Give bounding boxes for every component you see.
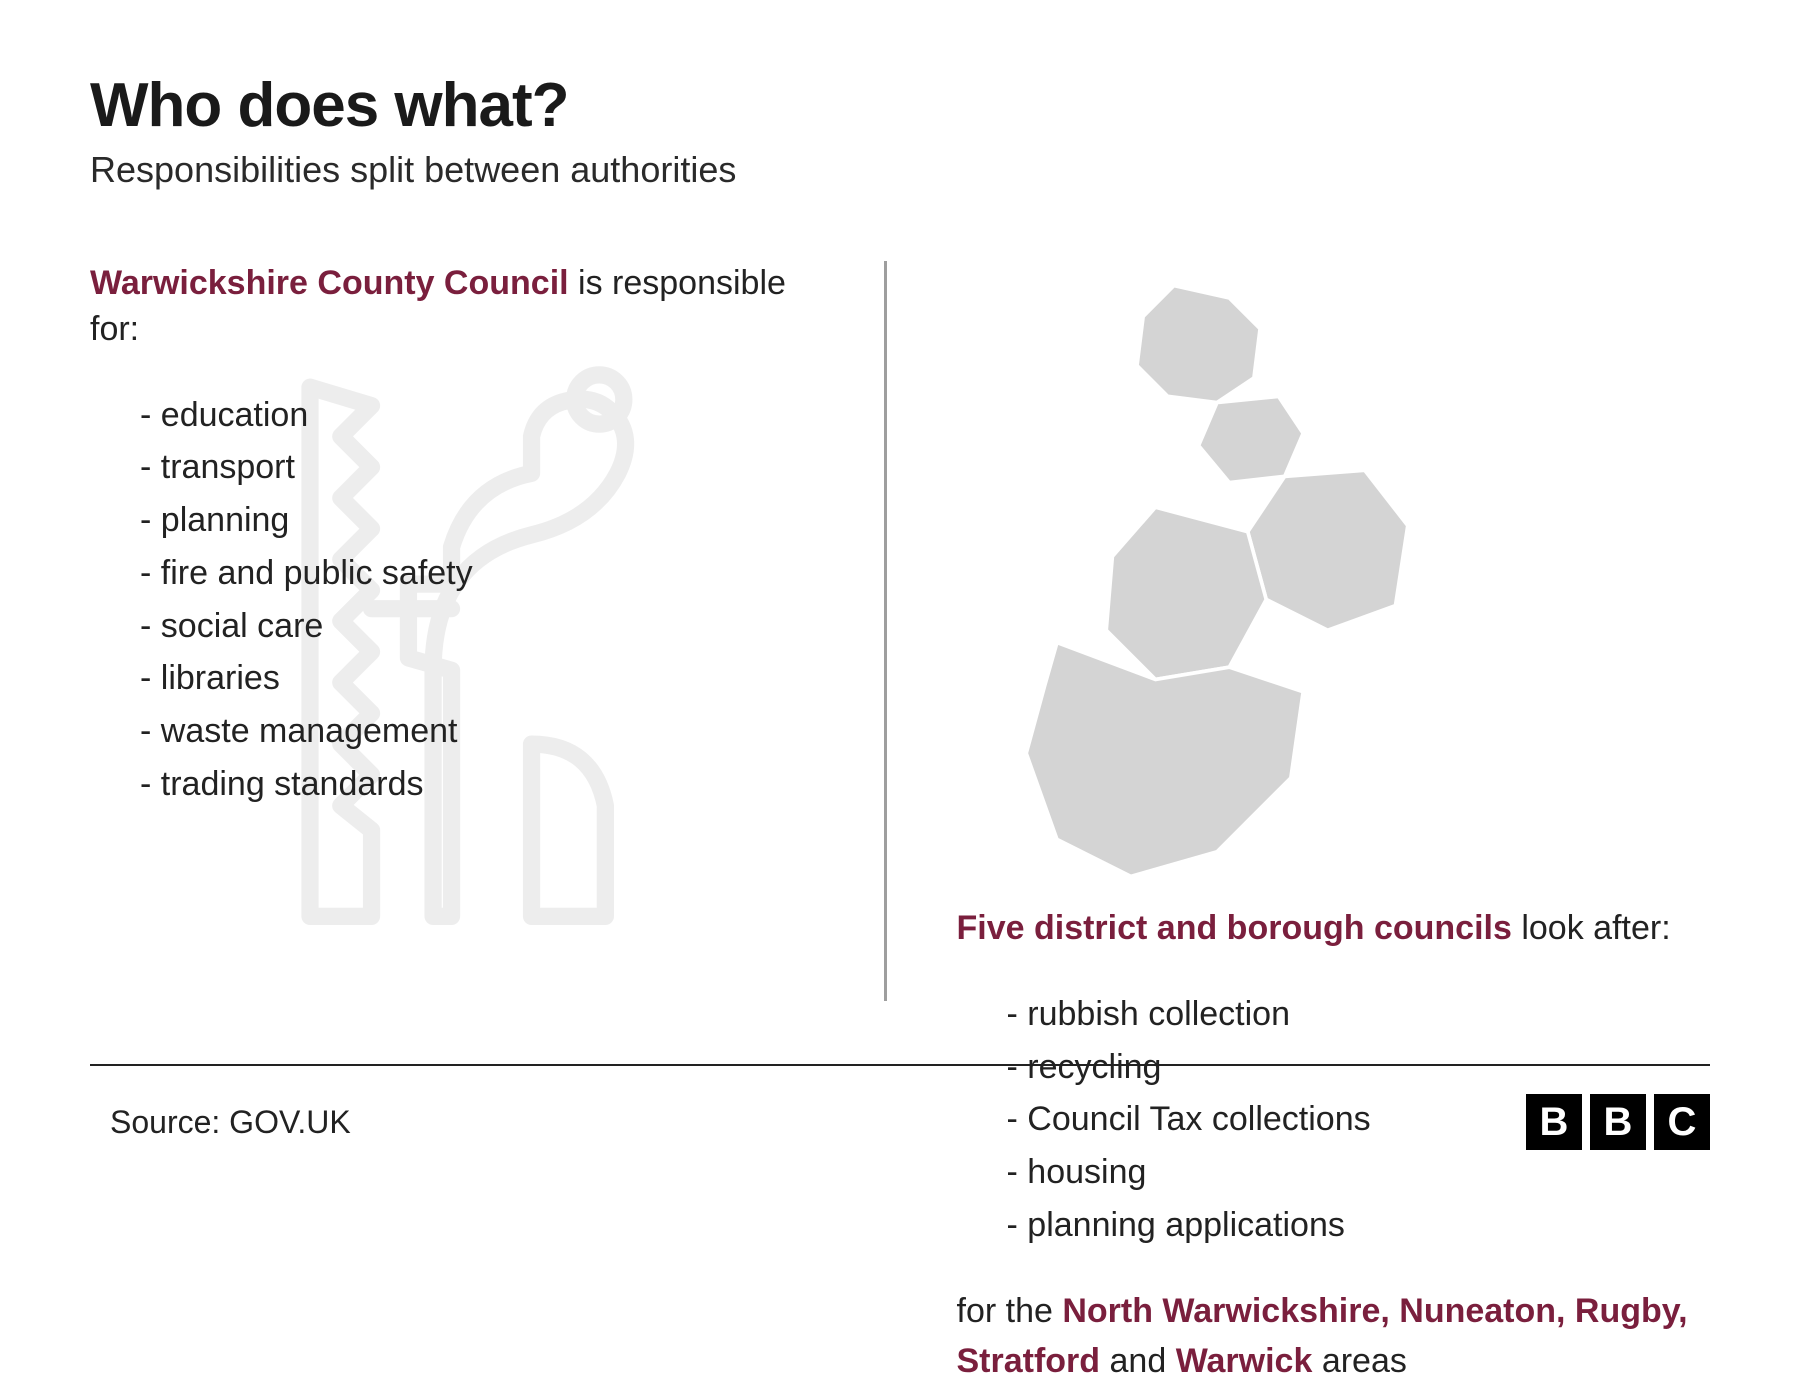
right-lead-accent: Five district and borough councils [957, 909, 1512, 947]
list-item: social care [140, 600, 824, 653]
right-lead-rest: look after: [1512, 909, 1671, 947]
areas-prefix: for the [957, 1292, 1063, 1330]
list-item: trading standards [140, 758, 824, 811]
columns-container: Warwickshire County Council is responsib… [90, 261, 1710, 1021]
right-column: Five district and borough councils look … [887, 261, 1711, 1021]
source-text: Source: GOV.UK [90, 1104, 351, 1141]
list-item: planning applications [1007, 1199, 1691, 1252]
list-item: libraries [140, 652, 824, 705]
infographic-canvas: Who does what? Responsibilities split be… [0, 0, 1800, 1200]
right-bullets: rubbish collection recycling Council Tax… [957, 988, 1691, 1251]
areas-mid: and [1100, 1342, 1176, 1380]
list-item: planning [140, 494, 824, 547]
areas-suffix: areas [1312, 1342, 1407, 1380]
list-item: recycling [1007, 1041, 1691, 1094]
right-lead: Five district and borough councils look … [957, 906, 1691, 952]
areas-last: Warwick [1176, 1342, 1313, 1380]
list-item: rubbish collection [1007, 988, 1691, 1041]
list-item: waste management [140, 705, 824, 758]
list-item: fire and public safety [140, 547, 824, 600]
warwickshire-map-icon [957, 261, 1477, 901]
left-bullets: education transport planning fire and pu… [90, 389, 824, 811]
right-content: Five district and borough councils look … [957, 906, 1691, 1386]
list-item: housing [1007, 1146, 1691, 1199]
left-content: Warwickshire County Council is responsib… [90, 261, 824, 810]
list-item: transport [140, 441, 824, 494]
right-areas: for the North Warwickshire, Nuneaton, Ru… [957, 1287, 1691, 1386]
page-title: Who does what? [90, 70, 1710, 141]
list-item: Council Tax collections [1007, 1093, 1691, 1146]
left-column: Warwickshire County Council is responsib… [90, 261, 884, 1021]
list-item: education [140, 389, 824, 442]
left-lead: Warwickshire County Council is responsib… [90, 261, 824, 353]
left-lead-accent: Warwickshire County Council [90, 264, 569, 302]
page-subtitle: Responsibilities split between authoriti… [90, 149, 1710, 191]
